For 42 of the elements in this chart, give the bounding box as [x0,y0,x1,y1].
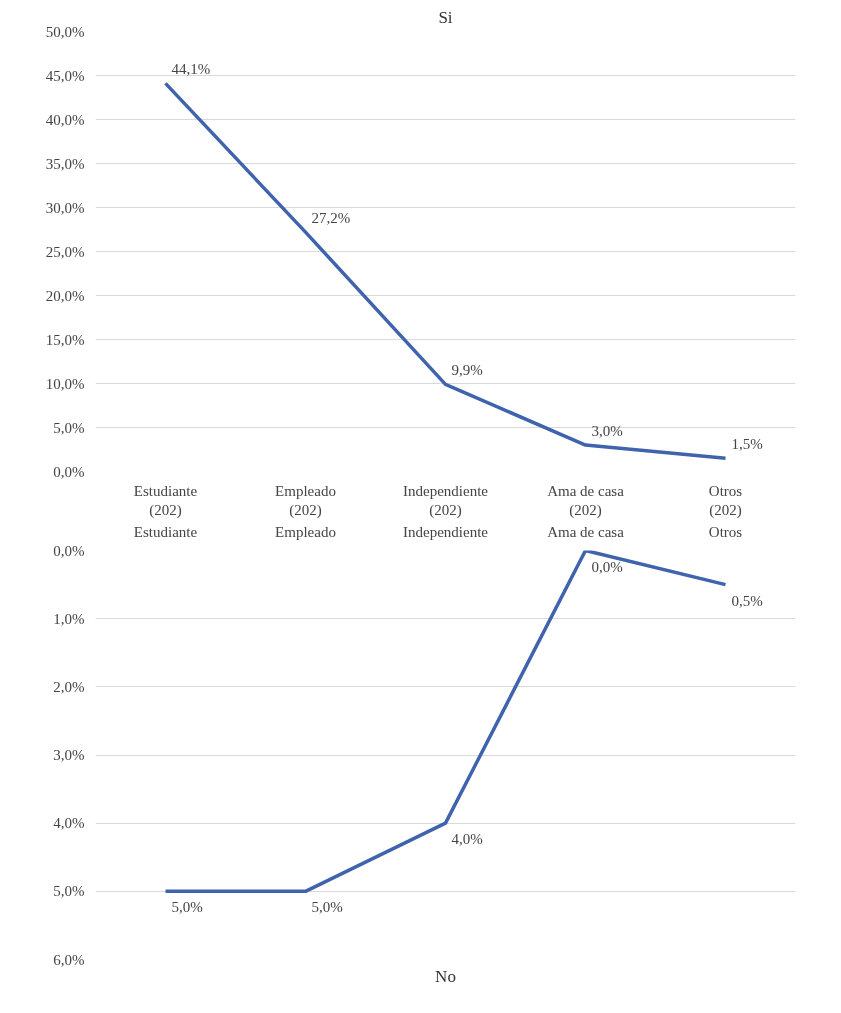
data-label: 5,0% [171,899,203,916]
x-tick-label: Independiente (202) [403,482,489,519]
chart-title: Si [438,7,453,27]
x-tick-label: Independiente [403,523,489,540]
y-tick-label: 0,0% [53,542,85,559]
y-tick-label: 5,0% [53,883,85,900]
y-tick-label: 6,0% [53,951,85,968]
y-tick-label: 5,0% [53,419,85,436]
x-tick-label: Ama de casa (202) [547,482,625,519]
x-tick-label: Empleado (202) [275,482,336,519]
data-label: 1,5% [731,436,763,453]
x-tick-label: Estudiante (202) [133,482,198,519]
y-tick-label: 20,0% [45,287,85,304]
y-tick-label: 1,0% [53,610,85,627]
y-tick-label: 0,0% [53,463,85,480]
x-tick-label: Empleado [275,523,336,540]
data-label: 0,0% [591,558,623,575]
y-tick-label: 35,0% [45,155,85,172]
data-label: 9,9% [451,362,483,379]
y-tick-label: 2,0% [53,678,85,695]
line-series [163,550,728,894]
line-series [163,81,728,461]
y-tick-label: 50,0% [45,23,85,40]
y-tick-label: 15,0% [45,331,85,348]
y-tick-label: 25,0% [45,243,85,260]
data-label: 5,0% [311,899,343,916]
y-tick-label: 4,0% [53,815,85,832]
data-label: 27,2% [311,210,351,227]
data-label: 3,0% [591,423,623,440]
y-tick-label: 40,0% [45,111,85,128]
y-tick-label: 10,0% [45,375,85,392]
y-tick-label: 30,0% [45,199,85,216]
x-tick-label: Estudiante [133,523,198,540]
x-tick-label: Otros (202) [708,482,743,519]
text: No [435,966,456,986]
data-label: 44,1% [171,61,211,78]
x-tick-label: Ama de casa [547,523,625,540]
x-tick-label: Otros [708,523,743,540]
data-label: 4,0% [451,831,483,848]
y-tick-label: 3,0% [53,747,85,763]
data-label: 0,5% [731,592,763,609]
y-tick-label: 45,0% [45,67,85,84]
